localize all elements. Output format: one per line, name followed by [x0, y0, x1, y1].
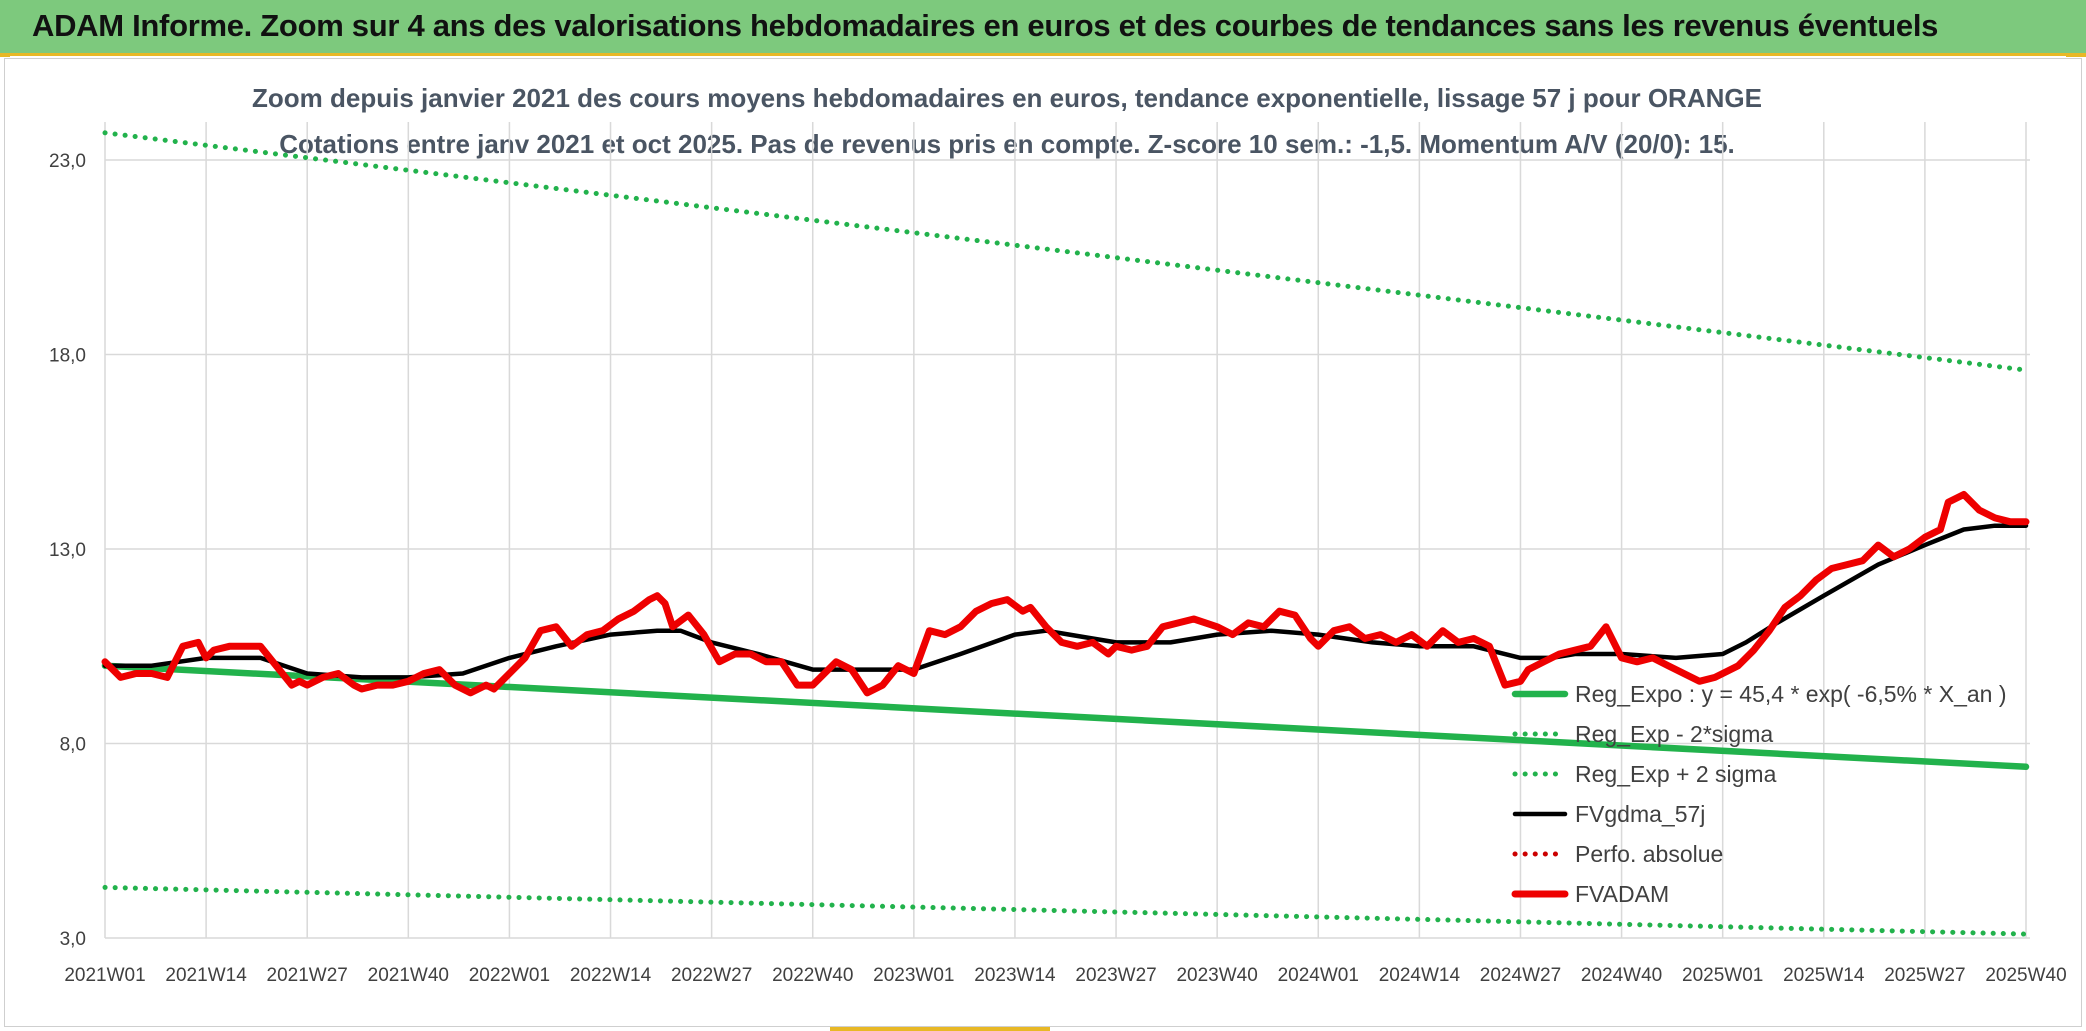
x-tick-label: 2024W14 — [1379, 965, 1461, 986]
x-tick-label: 2024W27 — [1480, 965, 1561, 986]
x-tick-label: 2023W27 — [1075, 965, 1156, 986]
x-tick-label: 2023W01 — [873, 965, 954, 986]
accent-bottom — [830, 1027, 1050, 1031]
y-tick-label: 13,0 — [49, 540, 86, 561]
x-tick-label: 2023W40 — [1176, 965, 1257, 986]
series-line-3 — [102, 523, 2029, 680]
chart-area-border — [4, 58, 2082, 1027]
x-tick-label: 2021W27 — [267, 965, 348, 986]
x-tick-label: 2022W14 — [570, 965, 652, 986]
accent-corner-left — [0, 53, 10, 57]
x-tick-label: 2023W14 — [974, 965, 1056, 986]
y-tick-label: 3,0 — [60, 929, 86, 950]
x-tick-label: 2025W01 — [1682, 965, 1763, 986]
x-tick-label: 2021W14 — [165, 965, 247, 986]
x-tick-label: 2024W01 — [1278, 965, 1359, 986]
x-tick-label: 2025W14 — [1783, 965, 1865, 986]
legend-label: Reg_Exp - 2*sigma — [1575, 721, 1773, 747]
legend-label: Reg_Expo : y = 45,4 * exp( -6,5% * X_an … — [1575, 681, 2007, 707]
series-line-5 — [101, 491, 2030, 697]
x-tick-label: 2022W40 — [772, 965, 853, 986]
legend-label: Reg_Exp + 2 sigma — [1575, 761, 1777, 787]
chart-title: Zoom depuis janvier 2021 des cours moyen… — [252, 83, 1762, 113]
series-line-2 — [102, 130, 2029, 373]
x-tick-label: 2024W40 — [1581, 965, 1662, 986]
legend-label: Perfo. absolue — [1575, 841, 1723, 867]
x-tick-label: 2025W27 — [1884, 965, 1965, 986]
legend-label: FVADAM — [1575, 881, 1669, 907]
y-tick-label: 23,0 — [49, 151, 86, 172]
series-line-0 — [101, 662, 2030, 771]
x-tick-label: 2025W40 — [1985, 965, 2066, 986]
header-banner: ADAM Informe. Zoom sur 4 ans des valoris… — [0, 0, 2086, 56]
accent-corner-right — [2066, 53, 2086, 57]
y-tick-label: 18,0 — [49, 346, 86, 367]
chart-subtitle: Cotations entre janv 2021 et oct 2025. P… — [279, 129, 1735, 159]
y-tick-label: 8,0 — [60, 735, 86, 756]
x-tick-label: 2022W27 — [671, 965, 752, 986]
x-tick-label: 2021W40 — [368, 965, 449, 986]
x-tick-label: 2021W01 — [64, 965, 145, 986]
series-line-1 — [102, 884, 2029, 937]
x-tick-label: 2022W01 — [469, 965, 550, 986]
legend-label: FVgdma_57j — [1575, 801, 1705, 827]
report-title: ADAM Informe. Zoom sur 4 ans des valoris… — [32, 8, 1939, 43]
